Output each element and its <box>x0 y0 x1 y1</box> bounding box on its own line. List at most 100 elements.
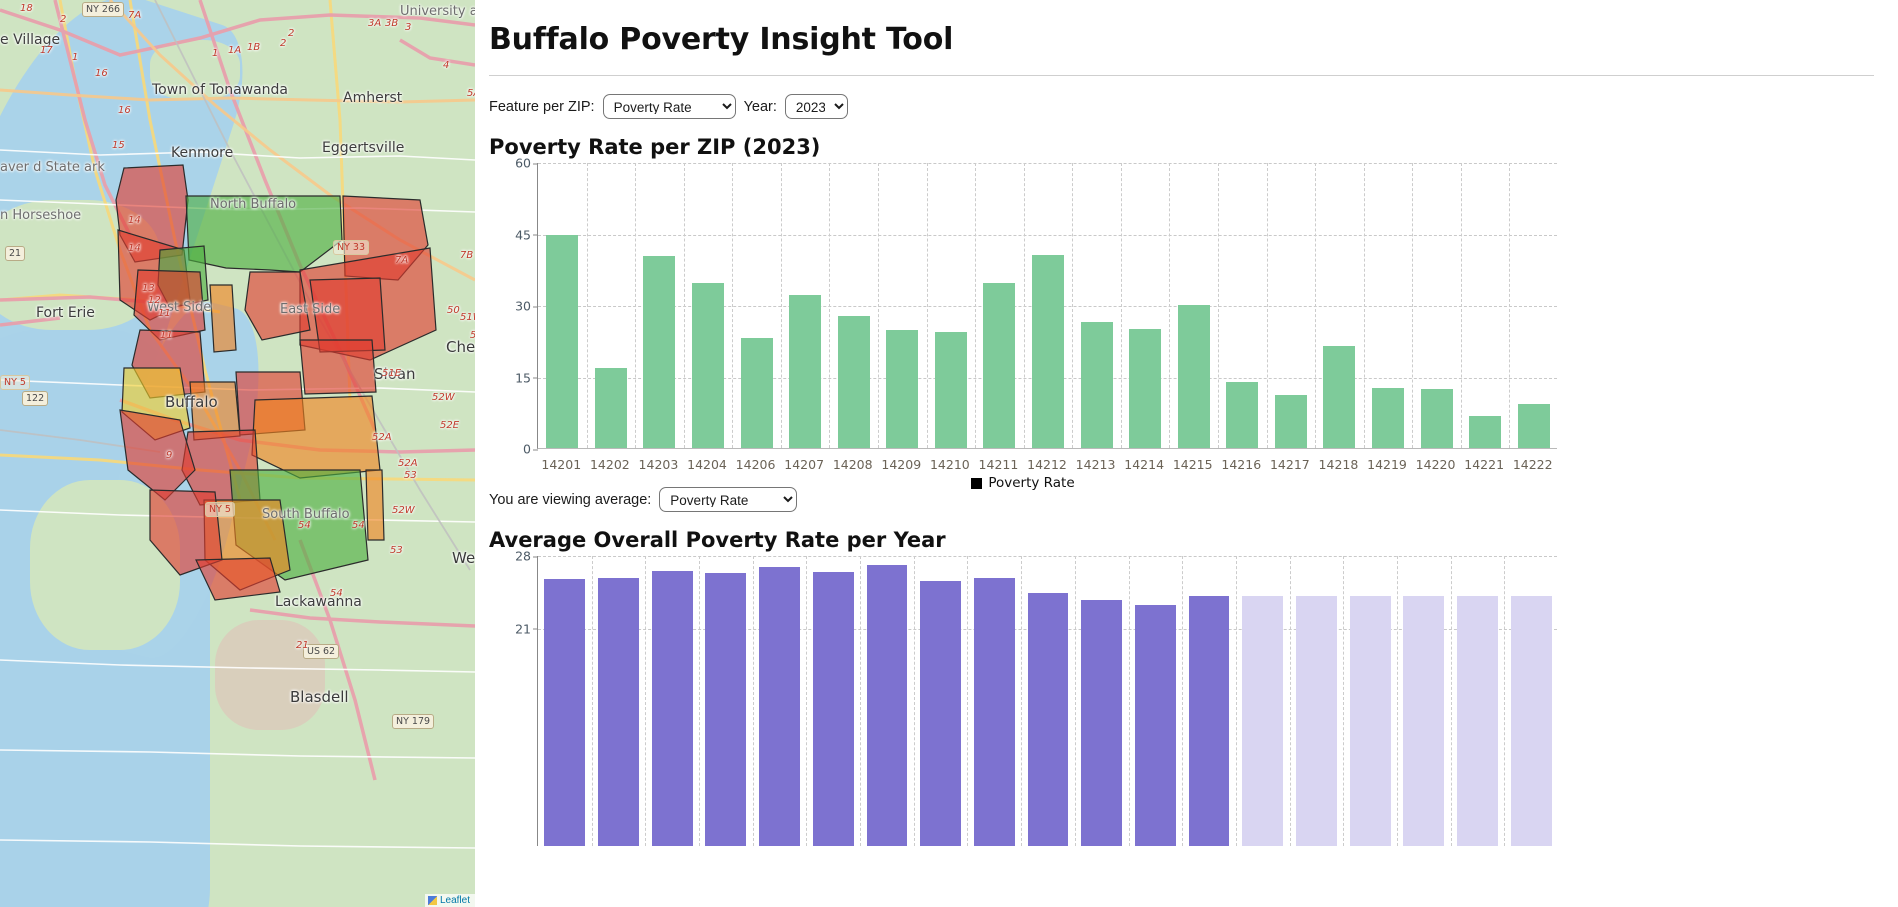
leaflet-attribution[interactable]: Leaflet <box>424 894 475 907</box>
year-chart-plot-area[interactable]: 21 28 <box>515 549 1557 846</box>
y-axis-tick: 60 <box>515 156 538 171</box>
grid-line-vertical <box>591 556 593 846</box>
grid-line-vertical <box>1023 163 1025 448</box>
zip-bar[interactable] <box>594 368 627 448</box>
map-area-lackawanna <box>215 620 325 730</box>
grid-line-vertical <box>975 163 977 448</box>
year-bar[interactable] <box>920 580 962 846</box>
year-bar[interactable] <box>651 570 693 846</box>
zip-bar[interactable] <box>546 235 579 448</box>
zip-bar[interactable] <box>1371 387 1405 448</box>
header-divider <box>489 75 1874 76</box>
x-axis-tick: 14211 <box>978 457 1019 472</box>
grid-line-vertical <box>1315 163 1317 448</box>
x-axis-tick: 14216 <box>1221 457 1262 472</box>
year-bar[interactable] <box>598 577 639 846</box>
zip-bar[interactable] <box>1274 394 1307 448</box>
year-bar[interactable] <box>544 578 586 846</box>
grid-line-vertical <box>732 163 734 448</box>
leaflet-attribution-label: Leaflet <box>439 895 470 906</box>
grid-line-vertical <box>1266 163 1268 448</box>
grid-line-vertical <box>1289 556 1291 846</box>
x-axis-tick: 14217 <box>1269 457 1310 472</box>
zip-bar[interactable] <box>789 295 822 448</box>
grid-line-vertical <box>1218 163 1219 448</box>
x-axis-tick: 14206 <box>735 457 776 472</box>
grid-line-vertical <box>645 556 647 846</box>
x-axis-tick: 14214 <box>1124 457 1165 472</box>
feature-controls-row: Feature per ZIP: Poverty Rate Year: 2023 <box>489 94 1874 119</box>
zip-chart[interactable]: 0 15 30 45 60 14201 14202 14203 14204 14206 14207… <box>515 156 1874 491</box>
map-zip-choropleth[interactable] <box>0 0 475 907</box>
year-bar[interactable] <box>1403 596 1445 846</box>
zip-bar[interactable] <box>983 283 1016 448</box>
grid-line-vertical <box>1343 556 1345 846</box>
grid-line-vertical <box>1504 556 1506 846</box>
grid-line-vertical <box>699 556 701 846</box>
grid-line-vertical <box>1182 556 1184 846</box>
year-bar[interactable] <box>1296 596 1337 846</box>
year-bar[interactable] <box>1188 596 1230 846</box>
zip-bar[interactable] <box>1129 328 1162 448</box>
zip-bar[interactable] <box>691 282 725 448</box>
feature-select-label: Feature per ZIP: <box>489 98 595 115</box>
feature-select[interactable]: Poverty Rate <box>602 94 736 119</box>
zip-bar[interactable] <box>1031 254 1065 448</box>
grid-line-vertical <box>1072 163 1074 448</box>
year-bar[interactable] <box>759 567 800 846</box>
zip-bar[interactable] <box>837 315 870 448</box>
year-bar[interactable] <box>1134 604 1176 846</box>
grid-line-vertical <box>926 163 928 448</box>
grid-line-vertical <box>683 163 685 448</box>
year-bar[interactable] <box>1081 599 1123 846</box>
zip-bar[interactable] <box>740 337 773 448</box>
grid-line-vertical <box>1460 163 1462 448</box>
year-bar[interactable] <box>866 565 908 846</box>
year-bar[interactable] <box>705 572 747 846</box>
x-axis-tick: 14212 <box>1027 457 1067 472</box>
year-select[interactable]: 2023 <box>784 94 848 119</box>
year-bar[interactable] <box>812 571 854 846</box>
zip-bar[interactable] <box>1080 321 1113 448</box>
average-select[interactable]: Poverty Rate <box>659 487 798 512</box>
zip-bar[interactable] <box>1323 346 1356 448</box>
year-bar[interactable] <box>1027 593 1069 846</box>
y-axis-tick: 30 <box>515 299 538 314</box>
zip-bar[interactable] <box>643 256 676 448</box>
x-axis-tick: 14219 <box>1367 457 1407 472</box>
grid-line-vertical <box>780 163 782 448</box>
grid-line-vertical <box>913 556 915 846</box>
zip-chart-title: Poverty Rate per ZIP (2023) <box>489 135 821 159</box>
zip-bar[interactable] <box>1469 416 1502 448</box>
zip-bar[interactable] <box>1177 305 1210 448</box>
average-select-label: You are viewing average: <box>489 491 652 508</box>
x-axis-tick: 14218 <box>1318 457 1359 472</box>
zip-chart-x-axis: 14201 14202 14203 14204 14206 14207 14208 14209… <box>537 449 1557 475</box>
grid-line-vertical <box>586 163 588 448</box>
year-bar[interactable] <box>1510 596 1552 846</box>
zip-bar[interactable] <box>1226 381 1259 448</box>
year-bar[interactable] <box>1349 596 1391 846</box>
x-axis-tick: 14220 <box>1415 457 1456 472</box>
year-bar[interactable] <box>1242 596 1284 846</box>
year-bar[interactable] <box>1457 596 1498 846</box>
grid-line <box>538 234 1557 236</box>
legend-label: Poverty Rate <box>988 475 1075 491</box>
grid-line-vertical <box>1412 163 1414 448</box>
year-bar[interactable] <box>973 577 1015 846</box>
grid-line-vertical <box>1120 163 1122 448</box>
grid-line-vertical <box>967 556 969 846</box>
grid-line-vertical <box>635 163 637 448</box>
zip-bar[interactable] <box>1420 389 1453 448</box>
grid-line-vertical <box>860 556 862 846</box>
x-axis-tick: 14210 <box>929 457 970 472</box>
zip-bar[interactable] <box>1517 404 1550 448</box>
year-chart[interactable]: 21 28 <box>515 549 1874 856</box>
zip-bar[interactable] <box>934 331 967 448</box>
zip-chart-plot-area[interactable]: 0 15 30 45 60 <box>515 156 1557 457</box>
map-park-northeast <box>280 30 350 80</box>
map-panel[interactable]: NY 266 Town of Tonawanda Amherst Kenmore Egg… <box>0 0 475 907</box>
legend-swatch <box>971 477 983 489</box>
x-axis-tick: 14204 <box>687 457 727 472</box>
zip-bar[interactable] <box>886 329 919 448</box>
